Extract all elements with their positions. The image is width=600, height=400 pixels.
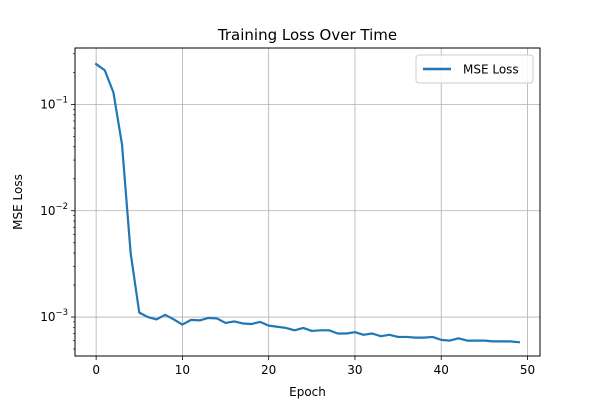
x-tick-label: 20 bbox=[261, 363, 276, 377]
chart-title: Training Loss Over Time bbox=[217, 26, 397, 44]
legend-label-mse-loss: MSE Loss bbox=[463, 63, 519, 77]
x-tick-label: 30 bbox=[347, 363, 362, 377]
x-tick-label: 10 bbox=[175, 363, 190, 377]
plot-frame bbox=[74, 47, 541, 357]
series-layer bbox=[94, 62, 521, 344]
x-axis-label: Epoch bbox=[289, 385, 326, 399]
x-tick-label: 0 bbox=[92, 363, 100, 377]
grid-layer bbox=[75, 48, 540, 356]
y-axis-label: MSE Loss bbox=[11, 174, 25, 230]
series-line-mse-loss bbox=[94, 62, 521, 344]
legend: MSE Loss bbox=[415, 54, 534, 84]
legend-box bbox=[415, 54, 534, 84]
x-tick-label: 40 bbox=[434, 363, 449, 377]
x-tick-label: 50 bbox=[520, 363, 535, 377]
